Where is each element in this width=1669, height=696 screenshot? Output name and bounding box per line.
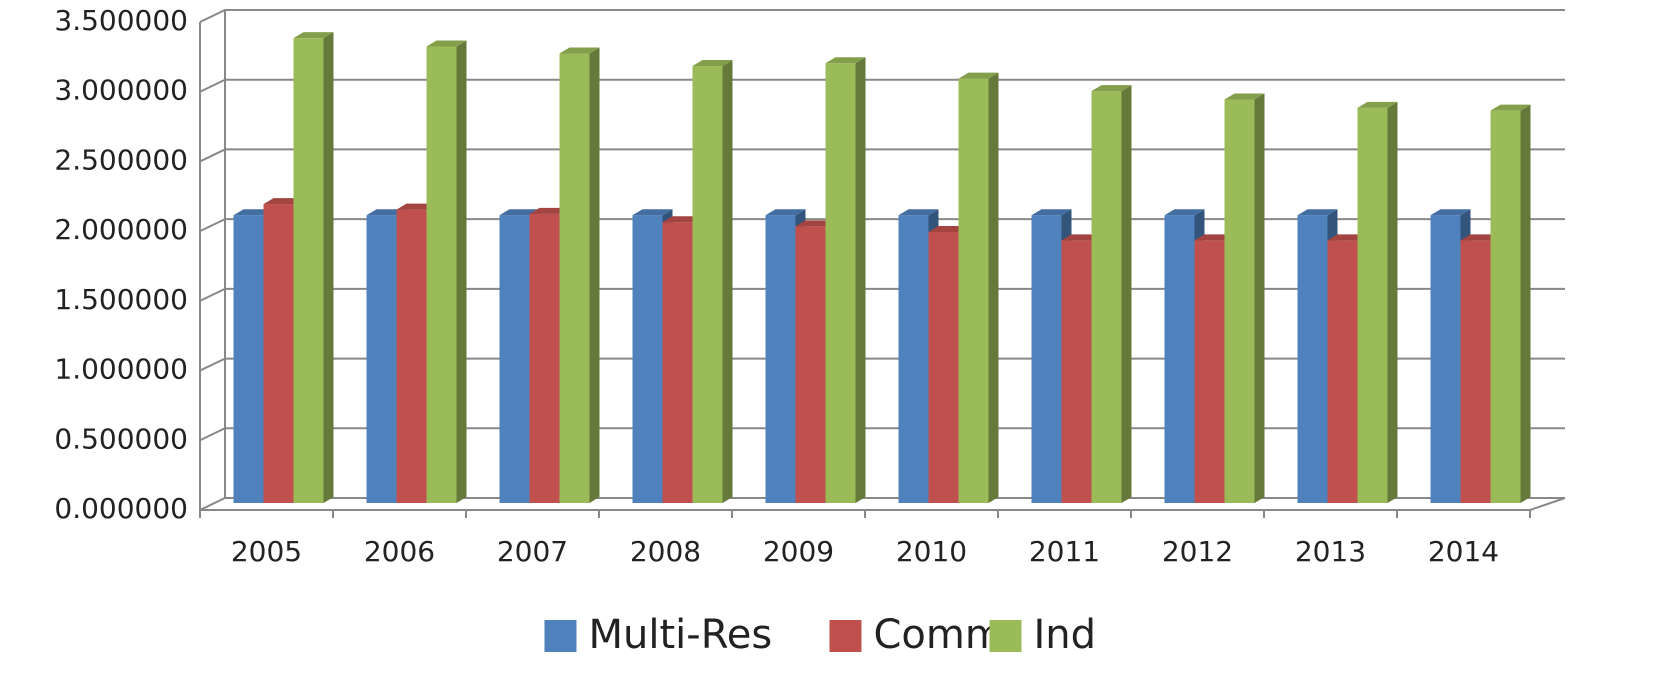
bar-top [825,57,866,64]
bar-front [1224,99,1255,503]
bar-front [662,222,693,503]
grid-line [199,9,1565,23]
y-tick-label: 0.000000 [54,492,188,525]
bar-front [1357,107,1388,504]
x-tick-label: 2010 [896,535,967,568]
bar-top [632,209,673,216]
bar-top [293,32,334,39]
y-tick-label: 2.500000 [54,143,188,176]
bar-front [499,215,530,503]
bar-front [1430,215,1461,503]
legend-text: Ind [1034,612,1097,658]
bar-front [233,215,264,503]
bar-side [988,72,999,504]
bar-front [426,46,457,504]
bar-side [589,47,600,504]
x-tick-label: 2008 [630,535,701,568]
bar-front [293,38,324,503]
bar-front [1031,215,1062,503]
legend-swatch [544,620,577,652]
bar-side [1387,101,1398,504]
grid-line [199,78,1565,93]
legend-swatch [989,620,1022,652]
x-tick-label: 2007 [497,535,568,568]
bar-top [1091,85,1132,92]
bar-side [456,40,467,504]
bar [559,47,600,504]
bar-front [1091,91,1122,503]
bar-front [958,78,989,504]
y-tick-label: 2.000000 [54,213,188,246]
legend-text: Multi-Res [589,612,773,658]
x-tick-label: 2014 [1428,535,1499,568]
bar-front [529,213,560,503]
bar-top [958,72,999,79]
bar-top [1430,209,1471,216]
bar-top [1297,209,1338,216]
bar-top [499,209,540,216]
bar-top [559,47,600,54]
bar-front [1490,110,1521,504]
bar-top [1224,93,1265,100]
bar-top [1490,104,1531,111]
bar [426,40,467,504]
bar [1357,101,1398,504]
bar-front [1460,240,1491,503]
bar-side [855,57,866,503]
bar-front [825,63,856,503]
bar-side [722,60,733,503]
bar-top [1164,209,1205,216]
bar [692,60,733,503]
x-tick-label: 2009 [763,535,834,568]
bar-front [1194,240,1225,503]
bar-side [1254,93,1265,503]
bar-top [765,209,806,216]
bar-side [1121,85,1132,503]
bar-front [1164,215,1195,503]
bar-front [692,66,723,503]
bar [958,72,999,504]
x-tick-label: 2012 [1162,535,1233,568]
y-tick-label: 0.500000 [54,422,188,455]
bar-front [366,215,397,503]
bar-front [263,204,294,503]
x-tick-label: 2013 [1295,535,1366,568]
x-tick-label: 2011 [1029,535,1100,568]
bar [825,57,866,503]
x-tick-label: 2005 [231,535,302,568]
y-tick-label: 1.000000 [54,353,188,386]
bar-front [795,226,826,503]
bar [1091,85,1132,503]
bar-top [898,209,939,216]
bar-front [1327,240,1358,503]
bar-top [692,60,733,67]
bar [1490,104,1531,504]
bar-side [1520,104,1531,504]
x-tick-label: 2006 [364,535,435,568]
bar-top [426,40,467,47]
bar-front [928,231,959,503]
bar-front [898,215,929,503]
legend-text: Comm [874,612,1004,658]
bar-front [1061,240,1092,503]
bar [293,32,334,503]
bar-front [632,215,663,503]
y-tick-label: 3.500000 [54,4,188,37]
bar-side [323,32,334,503]
bar-front [765,215,796,503]
y-tick-label: 3.000000 [54,74,188,107]
bar [1224,93,1265,503]
y-tick-label: 1.500000 [54,283,188,316]
bar-top [1031,209,1072,216]
bar-front [559,53,590,504]
bar-front [1297,215,1328,503]
bar-top [1357,101,1398,108]
bar-front [396,209,427,503]
legend-swatch [829,620,862,652]
